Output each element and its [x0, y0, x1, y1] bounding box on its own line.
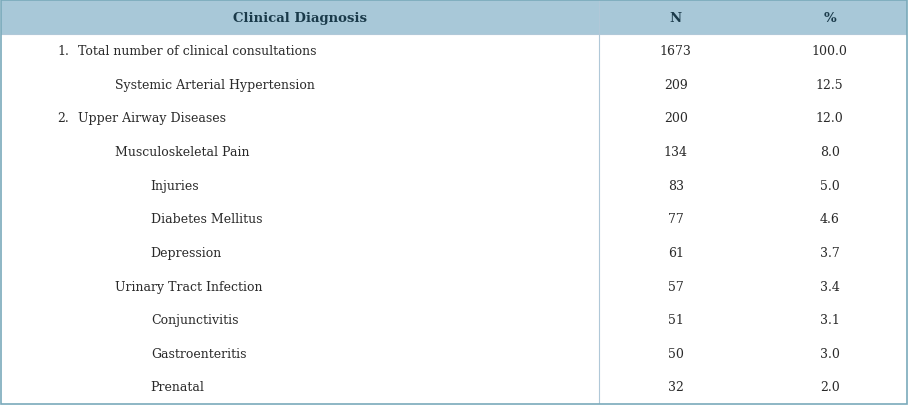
Text: 57: 57: [668, 280, 684, 293]
Text: N: N: [670, 12, 682, 25]
Text: 3.0: 3.0: [820, 347, 840, 360]
Text: 77: 77: [668, 213, 684, 226]
Text: 61: 61: [667, 246, 684, 259]
Text: 4.6: 4.6: [820, 213, 840, 226]
Text: 1673: 1673: [660, 45, 692, 58]
Text: 200: 200: [664, 112, 687, 125]
Text: 12.5: 12.5: [816, 79, 844, 92]
Text: Depression: Depression: [151, 246, 222, 259]
Text: Total number of clinical consultations: Total number of clinical consultations: [78, 45, 317, 58]
Text: 134: 134: [664, 146, 687, 159]
Text: Conjunctivitis: Conjunctivitis: [151, 313, 238, 326]
Text: Upper Airway Diseases: Upper Airway Diseases: [78, 112, 226, 125]
Text: Prenatal: Prenatal: [151, 380, 204, 393]
Text: 1.: 1.: [57, 45, 69, 58]
Text: 51: 51: [668, 313, 684, 326]
Text: 3.7: 3.7: [820, 246, 840, 259]
Text: 3.4: 3.4: [820, 280, 840, 293]
Bar: [2, 1, 906, 35]
Text: 50: 50: [668, 347, 684, 360]
Text: 5.0: 5.0: [820, 179, 840, 192]
Text: Injuries: Injuries: [151, 179, 200, 192]
Text: Urinary Tract Infection: Urinary Tract Infection: [114, 280, 262, 293]
Text: 32: 32: [668, 380, 684, 393]
Text: 2.0: 2.0: [820, 380, 840, 393]
Text: Clinical Diagnosis: Clinical Diagnosis: [233, 12, 367, 25]
Text: 209: 209: [664, 79, 687, 92]
Text: Systemic Arterial Hypertension: Systemic Arterial Hypertension: [114, 79, 314, 92]
Text: 12.0: 12.0: [815, 112, 844, 125]
Text: Gastroenteritis: Gastroenteritis: [151, 347, 246, 360]
Text: 100.0: 100.0: [812, 45, 847, 58]
Text: 2.: 2.: [57, 112, 69, 125]
Text: Diabetes Mellitus: Diabetes Mellitus: [151, 213, 262, 226]
Text: 3.1: 3.1: [820, 313, 840, 326]
Text: 83: 83: [667, 179, 684, 192]
Text: Musculoskeletal Pain: Musculoskeletal Pain: [114, 146, 249, 159]
Text: 8.0: 8.0: [820, 146, 840, 159]
Text: %: %: [824, 12, 836, 25]
